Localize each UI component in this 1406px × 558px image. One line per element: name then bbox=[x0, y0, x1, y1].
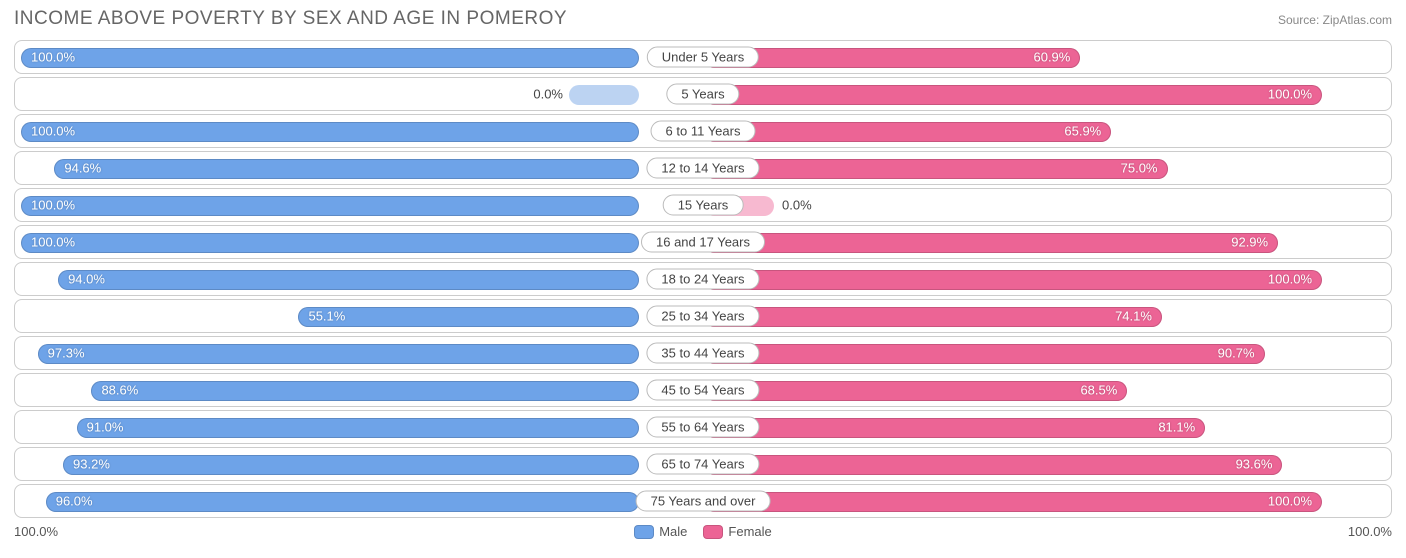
male-value-label: 100.0% bbox=[31, 198, 75, 213]
age-label: 25 to 34 Years bbox=[646, 306, 759, 327]
female-bar bbox=[704, 270, 1322, 290]
age-label: 35 to 44 Years bbox=[646, 343, 759, 364]
male-value-label: 91.0% bbox=[87, 420, 124, 435]
chart-header: INCOME ABOVE POVERTY BY SEX AND AGE IN P… bbox=[14, 8, 1392, 30]
female-value-label: 81.1% bbox=[1158, 420, 1195, 435]
male-bar bbox=[54, 159, 639, 179]
table-row: 55 to 64 Years 91.0% 81.1% bbox=[14, 410, 1392, 444]
table-row: 15 Years 100.0% 0.0% bbox=[14, 188, 1392, 222]
male-bar bbox=[58, 270, 639, 290]
female-value-label: 68.5% bbox=[1080, 383, 1117, 398]
legend: Male Female bbox=[634, 524, 772, 539]
male-bar bbox=[91, 381, 639, 401]
male-bar bbox=[21, 233, 639, 253]
axis-left-label: 100.0% bbox=[14, 524, 58, 539]
age-label: 16 and 17 Years bbox=[641, 232, 765, 253]
chart-footer: 100.0% Male Female 100.0% bbox=[14, 524, 1392, 539]
male-value-label: 0.0% bbox=[533, 87, 563, 102]
male-bar-track bbox=[569, 85, 639, 105]
table-row: Under 5 Years 100.0% 60.9% bbox=[14, 40, 1392, 74]
female-bar bbox=[704, 492, 1322, 512]
table-row: 25 to 34 Years 55.1% 74.1% bbox=[14, 299, 1392, 333]
male-bar bbox=[38, 344, 639, 364]
table-row: 18 to 24 Years 94.0% 100.0% bbox=[14, 262, 1392, 296]
table-row: 16 and 17 Years 100.0% 92.9% bbox=[14, 225, 1392, 259]
male-value-label: 97.3% bbox=[48, 346, 85, 361]
legend-male: Male bbox=[634, 524, 687, 539]
female-bar bbox=[704, 85, 1322, 105]
male-value-label: 100.0% bbox=[31, 50, 75, 65]
female-value-label: 90.7% bbox=[1218, 346, 1255, 361]
female-bar bbox=[704, 344, 1265, 364]
female-bar bbox=[704, 418, 1205, 438]
legend-female: Female bbox=[703, 524, 771, 539]
age-label: 75 Years and over bbox=[636, 491, 771, 512]
female-bar bbox=[704, 233, 1278, 253]
table-row: 45 to 54 Years 88.6% 68.5% bbox=[14, 373, 1392, 407]
female-value-label: 100.0% bbox=[1268, 272, 1312, 287]
chart-rows: Under 5 Years 100.0% 60.9% 5 Years 0.0% 100.0… bbox=[14, 40, 1392, 518]
male-bar bbox=[46, 492, 639, 512]
age-label: 15 Years bbox=[663, 195, 744, 216]
chart-source: Source: ZipAtlas.com bbox=[1278, 13, 1392, 27]
table-row: 5 Years 0.0% 100.0% bbox=[14, 77, 1392, 111]
male-value-label: 55.1% bbox=[308, 309, 345, 324]
female-value-label: 0.0% bbox=[782, 198, 812, 213]
female-value-label: 60.9% bbox=[1033, 50, 1070, 65]
male-bar bbox=[298, 307, 639, 327]
female-bar bbox=[704, 307, 1162, 327]
swatch-male bbox=[634, 525, 654, 539]
female-value-label: 93.6% bbox=[1236, 457, 1273, 472]
male-bar bbox=[21, 196, 639, 216]
table-row: 12 to 14 Years 94.6% 75.0% bbox=[14, 151, 1392, 185]
age-label: 45 to 54 Years bbox=[646, 380, 759, 401]
table-row: 75 Years and over 96.0% 100.0% bbox=[14, 484, 1392, 518]
male-bar bbox=[21, 122, 639, 142]
male-value-label: 100.0% bbox=[31, 124, 75, 139]
female-value-label: 100.0% bbox=[1268, 494, 1312, 509]
male-bar bbox=[21, 48, 639, 68]
poverty-chart: INCOME ABOVE POVERTY BY SEX AND AGE IN P… bbox=[0, 0, 1406, 549]
age-label: 5 Years bbox=[666, 84, 739, 105]
male-value-label: 94.6% bbox=[64, 161, 101, 176]
female-bar bbox=[704, 455, 1282, 475]
swatch-female bbox=[703, 525, 723, 539]
age-label: 55 to 64 Years bbox=[646, 417, 759, 438]
male-value-label: 100.0% bbox=[31, 235, 75, 250]
chart-title: INCOME ABOVE POVERTY BY SEX AND AGE IN P… bbox=[14, 8, 567, 30]
table-row: 35 to 44 Years 97.3% 90.7% bbox=[14, 336, 1392, 370]
age-label: 6 to 11 Years bbox=[651, 121, 756, 142]
age-label: 65 to 74 Years bbox=[646, 454, 759, 475]
table-row: 65 to 74 Years 93.2% 93.6% bbox=[14, 447, 1392, 481]
female-bar bbox=[704, 381, 1127, 401]
female-bar bbox=[704, 48, 1080, 68]
axis-right-label: 100.0% bbox=[1348, 524, 1392, 539]
male-value-label: 96.0% bbox=[56, 494, 93, 509]
female-bar bbox=[704, 159, 1168, 179]
male-value-label: 88.6% bbox=[101, 383, 138, 398]
male-bar bbox=[77, 418, 639, 438]
male-value-label: 94.0% bbox=[68, 272, 105, 287]
legend-male-label: Male bbox=[659, 524, 687, 539]
female-value-label: 65.9% bbox=[1064, 124, 1101, 139]
table-row: 6 to 11 Years 100.0% 65.9% bbox=[14, 114, 1392, 148]
female-value-label: 74.1% bbox=[1115, 309, 1152, 324]
age-label: Under 5 Years bbox=[647, 47, 759, 68]
female-bar bbox=[704, 122, 1111, 142]
male-value-label: 93.2% bbox=[73, 457, 110, 472]
female-value-label: 75.0% bbox=[1121, 161, 1158, 176]
female-value-label: 100.0% bbox=[1268, 87, 1312, 102]
age-label: 12 to 14 Years bbox=[646, 158, 759, 179]
age-label: 18 to 24 Years bbox=[646, 269, 759, 290]
male-bar bbox=[63, 455, 639, 475]
legend-female-label: Female bbox=[728, 524, 771, 539]
female-value-label: 92.9% bbox=[1231, 235, 1268, 250]
